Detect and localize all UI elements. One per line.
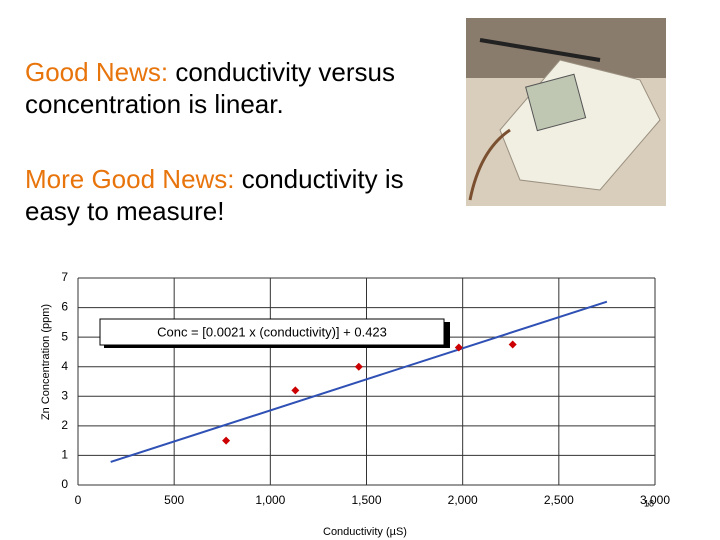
x-tick-label: 0: [75, 493, 82, 507]
annotation: Conc = [0.0021 x (conductivity)] + 0.423: [157, 324, 387, 339]
annotation-box: [99, 318, 445, 346]
headline: More Good News: conductivity is easy to …: [25, 163, 420, 227]
trendline: [110, 300, 608, 463]
headline-emphasis: Good News:: [25, 57, 169, 87]
y-tick-label: 2: [61, 418, 68, 432]
x-tick-label: 2,000: [448, 493, 478, 507]
y-tick-label: 7: [61, 270, 68, 284]
x-tick-label: 1,500: [351, 493, 381, 507]
x-tick-label: 500: [164, 493, 184, 507]
data-point: [222, 436, 231, 445]
y-tick-label: 0: [61, 477, 68, 491]
y-tick-label: 6: [61, 300, 68, 314]
headline-text: conductivity versus concentration is lin…: [25, 57, 395, 119]
data-point: [354, 362, 363, 371]
x-tick-label: 3,000: [640, 493, 670, 507]
headline-emphasis: More Good News:: [25, 164, 235, 194]
headline-text: conductivity is easy to measure!: [25, 164, 404, 226]
y-tick-label: 4: [61, 359, 68, 373]
y-axis-label: Zn Concentration (ppm): [40, 304, 52, 420]
x-tick-label: 1,000: [255, 493, 285, 507]
x-tick-label: 2,500: [544, 493, 574, 507]
x-axis-label: Conductivity (µS): [323, 526, 407, 538]
headline: Good News: conductivity versus concentra…: [25, 56, 420, 120]
data-point: [454, 343, 463, 352]
y-tick-label: 5: [61, 329, 68, 343]
meter-photo: [466, 18, 666, 206]
y-tick-label: 3: [61, 388, 68, 402]
data-point: [291, 386, 300, 395]
data-point: [508, 340, 517, 349]
slide-number: 18: [644, 498, 654, 508]
y-tick-label: 1: [61, 448, 68, 462]
